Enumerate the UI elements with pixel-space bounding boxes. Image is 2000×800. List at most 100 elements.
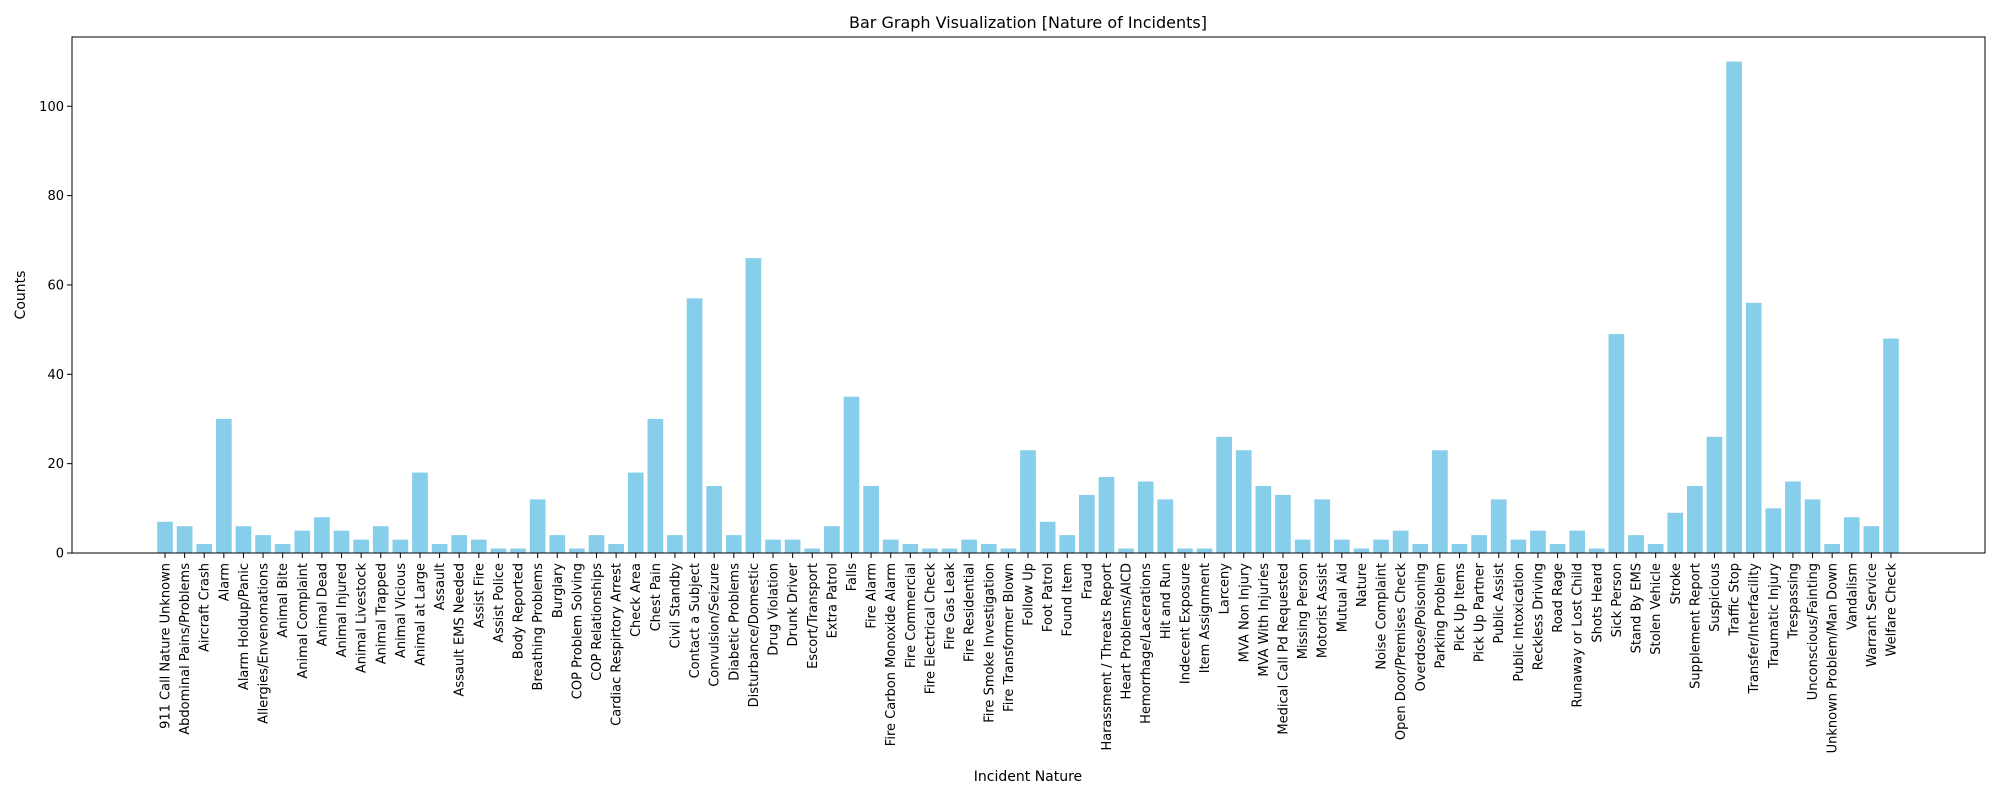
bar bbox=[745, 258, 762, 553]
bar bbox=[510, 548, 526, 553]
bar bbox=[1098, 477, 1115, 553]
x-tick-label: Open Door/Premises Check bbox=[1394, 563, 1409, 741]
bar bbox=[882, 539, 899, 553]
x-tick-label: Supplement Report bbox=[1688, 563, 1703, 689]
bar bbox=[961, 539, 977, 553]
bar bbox=[1275, 494, 1291, 553]
y-axis-title: Counts bbox=[13, 271, 29, 320]
bar bbox=[1647, 544, 1664, 553]
x-tick-label: Civil Standby bbox=[668, 563, 683, 649]
x-tick-label: Chest Pain bbox=[649, 563, 664, 631]
bar bbox=[1863, 526, 1880, 553]
bar bbox=[1039, 521, 1056, 553]
x-tick-label: Extra Patrol bbox=[825, 563, 840, 638]
bar bbox=[1667, 512, 1684, 553]
x-tick-label: Pick Up Partner bbox=[1473, 562, 1488, 662]
bar bbox=[1804, 499, 1821, 553]
bar bbox=[608, 544, 624, 553]
bar bbox=[392, 539, 409, 553]
x-tick-label: Breathing Problems bbox=[531, 563, 546, 691]
x-tick-label: Fire Smoke Investigation bbox=[982, 563, 997, 723]
bar bbox=[1137, 481, 1154, 553]
bar bbox=[1235, 450, 1252, 553]
x-tick-label: Assault bbox=[433, 563, 448, 610]
x-tick-label: Fire Transformer Blown bbox=[1002, 563, 1017, 712]
y-tick-label: 40 bbox=[47, 368, 64, 383]
x-tick-label: Fire Gas Leak bbox=[943, 563, 958, 650]
bar bbox=[1765, 508, 1782, 553]
bar bbox=[686, 298, 703, 553]
x-tick-label: Fire Electrical Check bbox=[923, 563, 938, 695]
bar bbox=[784, 539, 801, 553]
x-tick-label: Warrant Service bbox=[1865, 563, 1880, 667]
x-tick-label: Cardiac Respirtory Arrest bbox=[610, 563, 625, 726]
bar bbox=[725, 535, 742, 553]
bar bbox=[294, 530, 311, 553]
bar bbox=[490, 548, 507, 553]
bar bbox=[196, 544, 213, 553]
bar bbox=[529, 499, 546, 553]
x-tick-label: Abdominal Pains/Problems bbox=[178, 563, 193, 735]
bar bbox=[1314, 499, 1331, 553]
x-tick-label: Foot Patrol bbox=[1041, 563, 1056, 632]
bar bbox=[1843, 517, 1860, 553]
x-tick-label: Welfare Check bbox=[1885, 563, 1900, 657]
bar bbox=[588, 535, 605, 553]
y-tick-label: 100 bbox=[39, 100, 64, 115]
x-tick-label: Suspicious bbox=[1708, 563, 1723, 632]
bar bbox=[470, 539, 487, 553]
x-tick-label: Stroke bbox=[1669, 563, 1684, 604]
bar bbox=[1785, 481, 1801, 553]
x-tick-label: Animal Livestock bbox=[355, 563, 370, 674]
x-tick-label: Fraud bbox=[1080, 563, 1095, 599]
x-tick-label: Item Assignment bbox=[1198, 563, 1213, 673]
x-tick-label: Falls bbox=[845, 563, 860, 591]
bar bbox=[1530, 530, 1546, 553]
bar bbox=[1118, 548, 1134, 553]
x-tick-label: 911 Call Nature Unknown bbox=[159, 563, 174, 729]
x-tick-label: Traumatic Injury bbox=[1767, 563, 1782, 669]
x-tick-label: Animal Trapped bbox=[374, 563, 389, 664]
x-tick-label: Stolen Vehicle bbox=[1649, 563, 1664, 655]
x-tick-label: Animal Bite bbox=[276, 563, 291, 638]
bar bbox=[980, 544, 997, 553]
bar bbox=[216, 418, 232, 553]
x-tick-label: Traffic Stop bbox=[1728, 563, 1743, 637]
bar bbox=[1726, 61, 1742, 553]
x-tick-label: Stand By EMS bbox=[1630, 563, 1645, 653]
bar bbox=[1177, 548, 1193, 553]
bar bbox=[1412, 544, 1429, 553]
x-tick-label: Parking Problem bbox=[1433, 563, 1448, 668]
x-tick-label: Animal Complaint bbox=[296, 563, 311, 679]
bar bbox=[843, 396, 860, 553]
x-tick-label: Nature bbox=[1355, 563, 1370, 607]
bar bbox=[549, 535, 566, 553]
x-tick-label: Animal at Large bbox=[413, 563, 428, 666]
bar bbox=[667, 535, 683, 553]
x-tick-label: Public Intoxication bbox=[1512, 563, 1527, 682]
bar bbox=[1059, 535, 1076, 553]
bar bbox=[235, 526, 252, 553]
y-axis: 0 20 40 60 80 100 bbox=[39, 100, 72, 562]
x-tick-label: Trespassing bbox=[1786, 563, 1801, 640]
x-tick-label: Hemorrhage/Lacerations bbox=[1139, 563, 1154, 724]
bar bbox=[1392, 530, 1409, 553]
x-tick-label: Shots Heard bbox=[1590, 563, 1605, 643]
x-tick-label: Diabetic Problems bbox=[727, 563, 742, 681]
x-tick-label: Drug Violation bbox=[767, 563, 782, 656]
x-axis: 911 Call Nature Unknown Abdominal Pains/P… bbox=[159, 553, 1900, 753]
bar bbox=[1353, 548, 1370, 553]
x-tick-label: Public Assist bbox=[1492, 563, 1507, 644]
x-tick-label: Transfer/Interfacility bbox=[1747, 563, 1762, 695]
bar bbox=[941, 548, 958, 553]
y-tick-label: 20 bbox=[47, 457, 64, 472]
bar bbox=[1569, 530, 1586, 553]
bar bbox=[1294, 539, 1311, 553]
bar bbox=[255, 535, 271, 553]
bar bbox=[1745, 302, 1762, 553]
bar bbox=[176, 526, 193, 553]
x-tick-label: Medical Call Pd Requested bbox=[1276, 563, 1291, 735]
bar bbox=[314, 517, 330, 553]
bar bbox=[1490, 499, 1507, 553]
y-tick-label: 80 bbox=[47, 189, 64, 204]
